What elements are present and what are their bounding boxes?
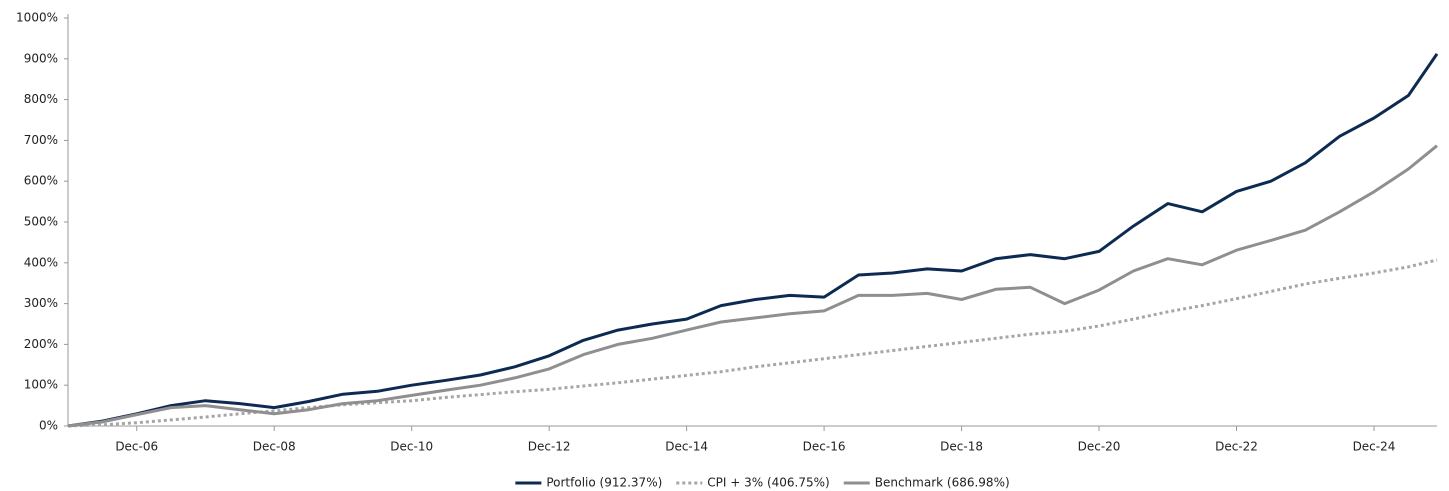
x-tick-label: Dec-24	[1353, 440, 1396, 454]
line-series	[67, 258, 1438, 428]
y-tick-label: 600%	[24, 174, 58, 188]
y-tick-label: 300%	[24, 296, 58, 310]
x-tick-label: Dec-14	[665, 440, 708, 454]
x-tick-label: Dec-16	[803, 440, 846, 454]
line-series	[67, 144, 1438, 428]
x-tick-label: Dec-08	[253, 440, 296, 454]
y-tick-label: 700%	[24, 133, 58, 147]
x-tick-label: Dec-12	[528, 440, 571, 454]
legend-label: Portfolio (912.37%)	[546, 476, 662, 490]
y-tick-label: 500%	[24, 215, 58, 229]
x-tick-label: Dec-06	[115, 440, 158, 454]
y-tick-label: 0%	[39, 419, 58, 433]
y-tick-label: 1000%	[16, 11, 58, 25]
y-tick-label: 100%	[24, 378, 58, 392]
x-tick-label: Dec-20	[1078, 440, 1121, 454]
y-tick-label: 400%	[24, 255, 58, 269]
y-tick-label: 800%	[24, 92, 58, 106]
legend-label: CPI + 3% (406.75%)	[707, 476, 829, 490]
x-tick-label: Dec-10	[390, 440, 433, 454]
y-tick-label: 900%	[24, 51, 58, 65]
line-series	[67, 53, 1439, 428]
x-tick-label: Dec-18	[940, 440, 983, 454]
x-tick-label: Dec-22	[1215, 440, 1258, 454]
y-tick-label: 200%	[24, 337, 58, 351]
legend-label: Benchmark (686.98%)	[875, 476, 1010, 490]
